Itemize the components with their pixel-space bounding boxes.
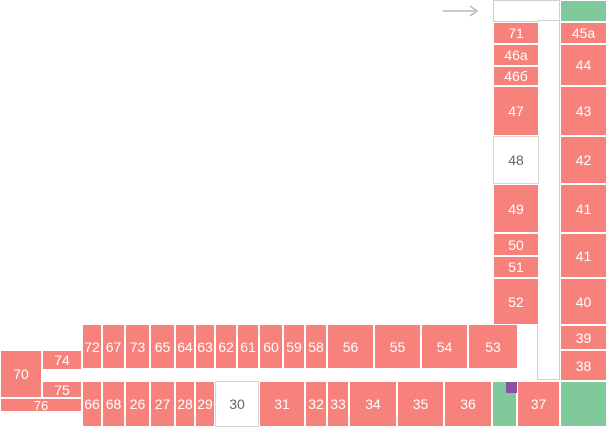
- unit-56[interactable]: 56: [327, 324, 374, 369]
- unit-66[interactable]: 66: [82, 381, 102, 427]
- unit-41a[interactable]: 41: [560, 184, 607, 233]
- unit-63[interactable]: 63: [195, 324, 215, 369]
- unit-65[interactable]: 65: [150, 324, 175, 369]
- unit-53[interactable]: 53: [468, 324, 518, 369]
- unit-72[interactable]: 72: [82, 324, 102, 369]
- unit-59[interactable]: 59: [283, 324, 305, 369]
- unit-58[interactable]: 58: [305, 324, 327, 369]
- unit-39[interactable]: 39: [560, 325, 607, 350]
- unit-71[interactable]: 71: [493, 22, 539, 44]
- unit-38[interactable]: 38: [560, 350, 607, 381]
- unit-36[interactable]: 36: [444, 381, 492, 427]
- unit-64[interactable]: 64: [175, 324, 195, 369]
- unit-30[interactable]: 30: [215, 381, 259, 427]
- unit-76[interactable]: 76: [0, 398, 82, 412]
- unit-43[interactable]: 43: [560, 86, 607, 136]
- unit-41b[interactable]: 41: [560, 233, 607, 278]
- unit-37[interactable]: 37: [517, 381, 560, 427]
- unit-73[interactable]: 73: [125, 324, 150, 369]
- unit-26[interactable]: 26: [125, 381, 150, 427]
- unit-42[interactable]: 42: [560, 136, 607, 184]
- unit-60[interactable]: 60: [259, 324, 283, 369]
- unit-35[interactable]: 35: [397, 381, 444, 427]
- unit-67[interactable]: 67: [102, 324, 125, 369]
- unit-55[interactable]: 55: [374, 324, 421, 369]
- unit-62[interactable]: 62: [215, 324, 237, 369]
- unit-40[interactable]: 40: [560, 278, 607, 325]
- unit-52[interactable]: 52: [493, 278, 539, 325]
- unit-28[interactable]: 28: [175, 381, 195, 427]
- green-block-top: [560, 0, 607, 22]
- unit-75[interactable]: 75: [42, 381, 82, 398]
- unit-50[interactable]: 50: [493, 233, 539, 256]
- unit-47[interactable]: 47: [493, 86, 539, 136]
- marker-square: [506, 382, 517, 393]
- unit-49[interactable]: 49: [493, 184, 539, 233]
- unit-68[interactable]: 68: [102, 381, 125, 427]
- unit-48[interactable]: 48: [493, 136, 539, 184]
- unit-70[interactable]: 70: [0, 350, 42, 398]
- unit-32[interactable]: 32: [305, 381, 327, 427]
- unit-46a[interactable]: 46а: [493, 44, 539, 66]
- unit-44[interactable]: 44: [560, 44, 607, 86]
- unit-27[interactable]: 27: [150, 381, 175, 427]
- corridor-outline-right: [537, 20, 560, 380]
- unit-74[interactable]: 74: [42, 350, 82, 370]
- unit-61[interactable]: 61: [237, 324, 259, 369]
- corridor-outline-top: [493, 0, 560, 22]
- unit-45a[interactable]: 45а: [560, 22, 607, 44]
- green-block-bottom: [560, 381, 607, 427]
- unit-34[interactable]: 34: [349, 381, 397, 427]
- unit-29[interactable]: 29: [195, 381, 215, 427]
- unit-51[interactable]: 51: [493, 256, 539, 278]
- unit-31[interactable]: 31: [259, 381, 305, 427]
- unit-54[interactable]: 54: [421, 324, 468, 369]
- unit-466[interactable]: 46б: [493, 66, 539, 86]
- unit-33[interactable]: 33: [327, 381, 349, 427]
- arrow-right-icon: [443, 5, 479, 17]
